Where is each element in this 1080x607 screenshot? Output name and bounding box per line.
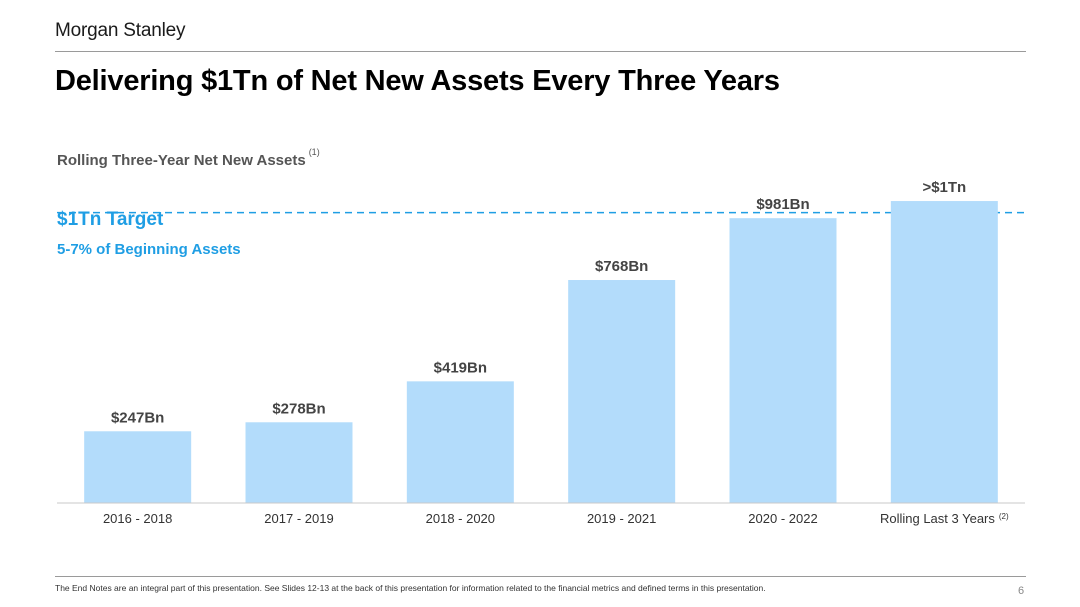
bar-value-label: $419Bn xyxy=(434,359,487,376)
x-tick-label-text: 2020 - 2022 xyxy=(748,511,817,526)
target-label: $1Tn Target xyxy=(57,209,164,230)
chart-title-footnote: (1) xyxy=(308,147,320,157)
x-tick-label: 2020 - 2022 xyxy=(748,511,817,526)
bar xyxy=(245,422,353,503)
x-tick-label-text: 2019 - 2021 xyxy=(587,511,656,526)
target-sublabel: 5-7% of Beginning Assets xyxy=(57,241,241,258)
bar-value-label: $247Bn xyxy=(111,409,164,426)
header-divider xyxy=(55,51,1026,52)
bar xyxy=(84,431,192,503)
page-number: 6 xyxy=(1018,585,1025,597)
footnote: The End Notes are an integral part of th… xyxy=(55,583,766,593)
bar xyxy=(406,381,514,503)
labels-layer: $247Bn 2016 - 2018 $278Bn 2017 - 2019 $419Bn… xyxy=(103,179,1009,526)
x-tick-label: Rolling Last 3 Years (2) xyxy=(880,511,1009,526)
bar-value-label: $981Bn xyxy=(756,196,809,213)
bar-value-label: $768Bn xyxy=(595,258,648,275)
x-tick-label: 2016 - 2018 xyxy=(103,511,172,526)
bar xyxy=(729,218,837,504)
bar-value-label: >$1Tn xyxy=(922,179,966,196)
chart-title-text: Rolling Three-Year Net New Assets xyxy=(57,152,306,169)
x-tick-label-text: 2017 - 2019 xyxy=(264,511,333,526)
page-title: Delivering $1Tn of Net New Assets Every … xyxy=(55,65,780,97)
bar xyxy=(568,280,676,503)
x-tick-label: 2017 - 2019 xyxy=(264,511,333,526)
footer-divider xyxy=(55,576,1026,577)
chart-title: Rolling Three-Year Net New Assets (1) xyxy=(57,147,320,169)
bars-layer xyxy=(84,201,998,504)
bar xyxy=(890,201,998,503)
x-tick-label-text: Rolling Last 3 Years xyxy=(880,511,995,526)
x-tick-label-text: 2016 - 2018 xyxy=(103,511,172,526)
x-tick-label: 2019 - 2021 xyxy=(587,511,656,526)
x-tick-footnote: (2) xyxy=(999,512,1009,521)
bar-value-label: $278Bn xyxy=(272,400,325,417)
x-tick-label-text: 2018 - 2020 xyxy=(426,511,495,526)
x-tick-label: 2018 - 2020 xyxy=(426,511,495,526)
brand-logo-text: Morgan Stanley xyxy=(55,20,186,41)
